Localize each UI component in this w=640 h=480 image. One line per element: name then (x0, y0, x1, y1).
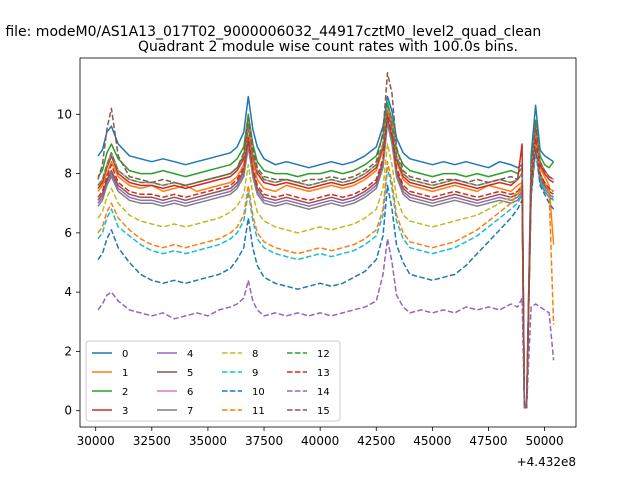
legend-label-0: 0 (122, 349, 128, 360)
legend-label-9: 9 (252, 368, 258, 379)
series-layer (97, 72, 555, 409)
series-4-line (97, 119, 555, 409)
x-tick-label: 30000 (77, 434, 115, 448)
x-tick-label: 32500 (133, 434, 171, 448)
x-tick-label: 42500 (357, 434, 395, 448)
series-11-line (97, 137, 555, 409)
y-tick-label: 10 (57, 107, 72, 121)
legend-label-5: 5 (187, 368, 193, 379)
x-tick-label: 35000 (189, 434, 227, 448)
series-5-line (97, 116, 555, 409)
x-tick-label: 37500 (245, 434, 283, 448)
legend-label-15: 15 (317, 406, 330, 417)
series-7-line (97, 122, 555, 409)
series-13-line (97, 113, 555, 409)
series-1-line (97, 107, 555, 409)
figure-suptitle: n file: modeM0/AS1A13_017T02_9000006032_… (0, 24, 541, 40)
x-tick-label: 50000 (525, 434, 563, 448)
series-12-line (97, 101, 555, 409)
chart-title: Quadrant 2 module wise count rates with … (138, 39, 518, 55)
legend-label-14: 14 (317, 387, 330, 398)
legend-label-1: 1 (122, 368, 128, 379)
series-9-line (97, 143, 555, 409)
series-0-line (97, 95, 555, 409)
y-tick-label: 6 (64, 226, 72, 240)
legend-label-10: 10 (252, 387, 265, 398)
legend-label-7: 7 (187, 406, 193, 417)
series-14-line (97, 238, 555, 409)
y-tick-label: 2 (64, 344, 72, 358)
legend-label-12: 12 (317, 349, 330, 360)
legend-label-6: 6 (187, 387, 193, 398)
series-10-line (97, 149, 555, 409)
x-tick-label: 45000 (413, 434, 451, 448)
plot-frame (79, 57, 577, 428)
legend-label-3: 3 (122, 406, 128, 417)
y-axis: 0 2 4 6 8 10 (57, 107, 80, 418)
legend-label-13: 13 (317, 368, 330, 379)
x-tick-label: 47500 (469, 434, 507, 448)
y-tick-label: 4 (64, 285, 72, 299)
series-15-line (97, 72, 555, 409)
x-offset-label: +4.432e8 (517, 455, 576, 469)
legend-label-11: 11 (252, 406, 265, 417)
legend-label-4: 4 (187, 349, 193, 360)
x-tick-label: 40000 (301, 434, 339, 448)
y-tick-label: 0 (64, 404, 72, 418)
legend-label-8: 8 (252, 349, 258, 360)
legend-label-2: 2 (122, 387, 128, 398)
series-2-line (97, 101, 555, 409)
y-tick-label: 8 (64, 167, 72, 181)
x-axis: 30000 32500 35000 37500 40000 42500 45000 47500… (77, 427, 564, 448)
legend-box (85, 340, 341, 422)
